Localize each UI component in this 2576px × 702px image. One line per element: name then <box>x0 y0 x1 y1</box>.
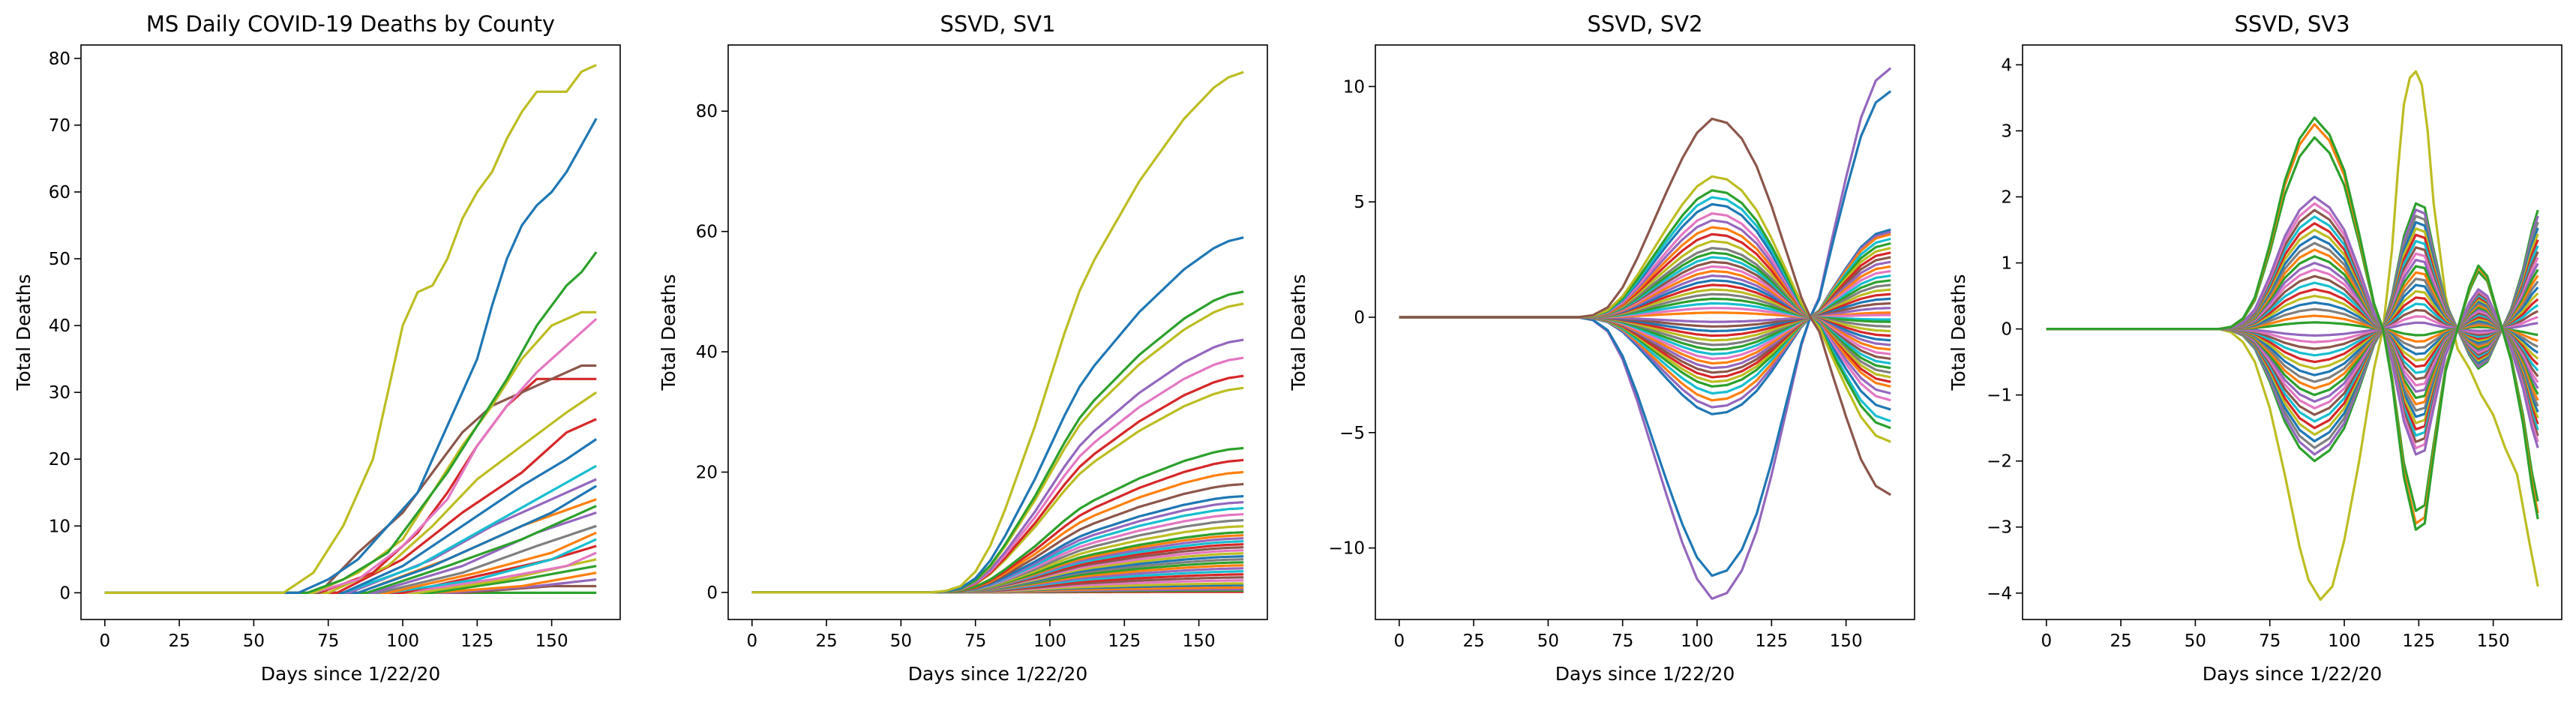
series-line <box>1399 117 1892 496</box>
y-tick-label: 70 <box>49 116 70 136</box>
x-axis-label: Days since 1/22/20 <box>261 663 441 685</box>
panel-ssvd-sv2: SSVD, SV2 Days since 1/22/20 Total Death… <box>1288 11 1915 685</box>
y-tick-label: 2 <box>2001 188 2012 208</box>
y-tick-label: 3 <box>2001 122 2012 141</box>
series-line <box>104 64 597 595</box>
chart-title: SSVD, SV1 <box>940 11 1055 37</box>
y-tick-label: 1 <box>2001 254 2012 274</box>
y-tick-label: 0 <box>59 584 70 603</box>
x-tick-label: 0 <box>2041 632 2052 651</box>
y-axis-label: Total Deaths <box>13 274 34 392</box>
y-tick-label: −2 <box>1987 452 2012 472</box>
y-tick-label: 60 <box>696 223 718 242</box>
series-lines <box>1399 67 1892 600</box>
plot-area-frame <box>80 44 621 620</box>
x-tick-label: 25 <box>815 632 837 651</box>
series-lines <box>751 70 1244 594</box>
x-tick-label: 125 <box>2402 632 2435 651</box>
x-tick-label: 0 <box>1393 632 1405 651</box>
y-tick-label: 40 <box>696 343 718 362</box>
plot-area-frame <box>2022 44 2563 620</box>
y-tick-label: −10 <box>1328 539 1365 559</box>
y-tick-label: 20 <box>696 463 718 482</box>
ticks: 0 25 50 75 100 125 150 −4 −3 −2 −1 0 1 2 3 4 <box>1987 56 2509 651</box>
x-tick-label: 0 <box>99 632 110 651</box>
x-tick-label: 75 <box>964 632 986 651</box>
x-tick-label: 125 <box>1108 632 1141 651</box>
series-line <box>104 251 598 595</box>
plot-area-frame <box>727 44 1268 620</box>
y-tick-label: 4 <box>2001 56 2012 75</box>
series-line <box>2046 116 2539 531</box>
y-tick-label: 60 <box>49 183 70 202</box>
x-tick-label: 150 <box>1830 632 1863 651</box>
x-tick-label: 100 <box>2328 632 2361 651</box>
x-tick-label: 50 <box>2185 632 2206 651</box>
y-tick-label: −5 <box>1339 424 1365 443</box>
x-tick-label: 125 <box>1755 632 1788 651</box>
x-tick-label: 150 <box>2477 632 2510 651</box>
x-axis-label: Days since 1/22/20 <box>1555 663 1735 685</box>
y-tick-label: 10 <box>1343 77 1365 97</box>
series-lines <box>104 64 598 595</box>
y-tick-label: 30 <box>49 383 70 403</box>
ticks: 0 25 50 75 100 125 150 0 20 40 60 80 <box>696 102 1216 651</box>
x-tick-label: 50 <box>243 632 265 651</box>
series-line <box>751 70 1244 594</box>
y-tick-label: 0 <box>706 584 718 603</box>
x-tick-label: 100 <box>1681 632 1714 651</box>
x-axis-label: Days since 1/22/20 <box>908 663 1088 685</box>
y-axis-label: Total Deaths <box>1288 274 1309 392</box>
chart-title: MS Daily COVID-19 Deaths by County <box>146 11 555 37</box>
series-line <box>2046 70 2539 602</box>
series-line <box>104 318 598 595</box>
x-tick-label: 0 <box>746 632 757 651</box>
y-tick-label: 5 <box>1354 193 1365 212</box>
series-line <box>104 118 598 595</box>
series-line <box>104 438 598 595</box>
panel-ssvd-sv3: SSVD, SV3 Days since 1/22/20 Total Death… <box>1948 11 2563 685</box>
y-tick-label: −4 <box>1987 584 2012 604</box>
x-tick-label: 25 <box>168 632 190 651</box>
x-tick-label: 150 <box>1183 632 1216 651</box>
x-tick-label: 100 <box>386 632 419 651</box>
y-tick-label: −1 <box>1987 386 2012 406</box>
series-lines <box>2046 70 2539 602</box>
x-tick-label: 100 <box>1033 632 1066 651</box>
panel-total-deaths: MS Daily COVID-19 Deaths by County Days … <box>13 11 621 685</box>
y-tick-label: 80 <box>696 102 718 122</box>
x-tick-label: 150 <box>535 632 568 651</box>
chart-title: SSVD, SV3 <box>2234 11 2350 37</box>
x-tick-label: 75 <box>317 632 339 651</box>
plot-area-frame <box>1375 44 1915 620</box>
x-tick-label: 50 <box>1537 632 1559 651</box>
x-tick-label: 75 <box>1612 632 1633 651</box>
x-tick-label: 25 <box>2110 632 2131 651</box>
ticks: 0 25 50 75 100 125 150 −10 −5 0 5 10 <box>1328 77 1862 651</box>
y-tick-label: 10 <box>49 517 70 536</box>
series-line <box>104 418 597 595</box>
y-tick-label: 0 <box>2001 320 2012 340</box>
x-tick-label: 75 <box>2259 632 2281 651</box>
y-tick-label: −3 <box>1987 518 2012 538</box>
y-tick-label: 0 <box>1354 308 1365 328</box>
series-line <box>104 364 597 595</box>
ticks: 0 25 50 75 100 125 150 0 10 20 30 40 50 60 70 80 <box>49 50 568 651</box>
y-axis-label: Total Deaths <box>658 274 679 392</box>
y-tick-label: 80 <box>49 50 70 69</box>
x-tick-label: 50 <box>890 632 912 651</box>
y-tick-label: 40 <box>49 316 70 336</box>
x-tick-label: 125 <box>460 632 493 651</box>
y-tick-label: 50 <box>49 250 70 269</box>
x-tick-label: 25 <box>1462 632 1484 651</box>
x-axis-label: Days since 1/22/20 <box>2203 663 2383 685</box>
series-line <box>104 391 598 595</box>
y-tick-label: 20 <box>49 450 70 470</box>
y-axis-label: Total Deaths <box>1948 274 1969 392</box>
chart-title: SSVD, SV2 <box>1587 11 1702 37</box>
panel-ssvd-sv1: SSVD, SV1 Days since 1/22/20 Total Death… <box>658 11 1268 685</box>
